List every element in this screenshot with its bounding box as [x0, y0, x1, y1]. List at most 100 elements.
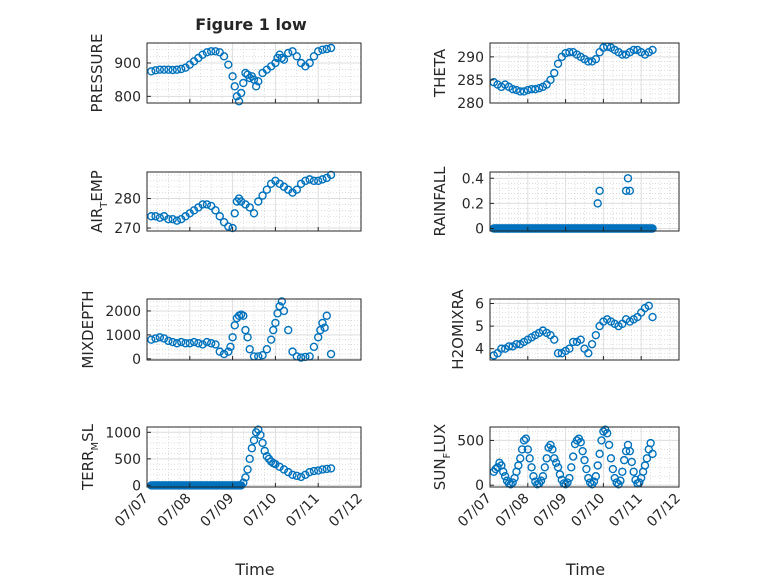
- data-point: [519, 87, 529, 96]
- data-point: [585, 478, 595, 487]
- data-point: [159, 334, 169, 343]
- data-point: [584, 57, 593, 66]
- data-point: [648, 224, 657, 233]
- data-point: [198, 340, 207, 349]
- data-point: [512, 339, 521, 349]
- data-point: [181, 339, 190, 348]
- data-point: [550, 454, 559, 463]
- data-point: [326, 170, 336, 180]
- x-tick-label: 07/09: [531, 491, 571, 531]
- data-point: [202, 48, 212, 57]
- data-point: [551, 458, 561, 468]
- data-point: [226, 342, 235, 352]
- data-point: [245, 73, 254, 83]
- data-point: [202, 337, 212, 347]
- data-point: [536, 476, 546, 485]
- data-point: [206, 339, 216, 348]
- data-point: [568, 337, 578, 347]
- data-point: [504, 342, 514, 351]
- data-point: [234, 97, 244, 106]
- data-point: [279, 55, 289, 64]
- data-point: [230, 209, 239, 218]
- data-point: [625, 186, 635, 196]
- data-point: [230, 321, 239, 330]
- data-point: [262, 345, 272, 354]
- data-point: [648, 449, 657, 459]
- data-point: [550, 335, 559, 344]
- data-point: [189, 337, 199, 347]
- figure-title: Figure 1 low: [195, 15, 307, 34]
- data-point: [546, 75, 555, 85]
- y-tick-label: 0.4: [462, 171, 484, 187]
- data-point: [284, 467, 293, 477]
- data-point: [499, 467, 508, 476]
- data-point: [589, 477, 599, 486]
- data-point: [249, 209, 259, 218]
- data-point: [648, 312, 657, 322]
- axes-box: [146, 298, 362, 361]
- data-point: [241, 68, 250, 78]
- data-point: [648, 45, 657, 55]
- data-point: [629, 45, 638, 55]
- data-point: [318, 175, 327, 184]
- data-point: [604, 440, 614, 450]
- data-point: [550, 68, 559, 78]
- data-point: [548, 445, 557, 454]
- data-point: [172, 339, 182, 348]
- data-point: [322, 464, 331, 474]
- data-point: [301, 470, 310, 479]
- data-point: [591, 54, 601, 64]
- y-tick-label: 290: [457, 50, 484, 66]
- data-point: [219, 349, 229, 359]
- data-point: [245, 454, 254, 464]
- subplot-5: 4 5 6 H2OMIXRA: [449, 289, 680, 370]
- data-point: [635, 478, 644, 487]
- data-point: [546, 440, 555, 450]
- data-point: [147, 335, 156, 344]
- y-tick-label: 270: [114, 221, 141, 237]
- data-point: [256, 430, 265, 440]
- y-axis-label: AIRTEMP: [88, 170, 110, 233]
- data-point: [305, 175, 314, 184]
- data-point: [271, 459, 280, 469]
- data-point: [271, 58, 280, 68]
- data-point: [619, 455, 629, 465]
- x-tick-label: 07/12: [644, 491, 684, 531]
- data-point: [322, 44, 331, 54]
- data-point: [147, 67, 156, 76]
- y-tick-label: 0.2: [462, 196, 484, 212]
- subplot-1: 280 285 290 THETA: [431, 42, 680, 112]
- data-point: [228, 72, 237, 81]
- x-tick-label: 07/10: [568, 491, 608, 531]
- data-point: [606, 454, 616, 463]
- data-point: [318, 465, 327, 474]
- data-point: [508, 478, 517, 487]
- data-point: [500, 472, 510, 481]
- data-point: [151, 334, 160, 343]
- data-point: [616, 476, 625, 485]
- y-axis-label: MIXDEPTH: [79, 290, 97, 368]
- data-point: [555, 470, 565, 479]
- data-point: [247, 444, 257, 453]
- y-tick-label: 1000: [105, 425, 141, 441]
- data-point: [279, 465, 289, 474]
- data-point: [266, 457, 276, 466]
- x-tick-label: 07/10: [240, 491, 280, 531]
- axes-box: [489, 298, 680, 361]
- data-point: [540, 463, 550, 472]
- data-point: [529, 472, 538, 481]
- data-point: [155, 65, 165, 74]
- data-point: [151, 212, 160, 221]
- y-tick-label: 285: [457, 73, 484, 89]
- x-tick-label: 07/07: [112, 491, 152, 531]
- data-point: [565, 48, 574, 57]
- data-point: [506, 480, 515, 489]
- data-point: [168, 337, 177, 347]
- y-tick-label: 1000: [105, 328, 141, 344]
- y-tick-label: 6: [475, 297, 484, 313]
- axes-box: [146, 171, 362, 232]
- data-point: [155, 333, 165, 342]
- y-tick-label: 0: [475, 221, 484, 237]
- data-point: [314, 47, 323, 56]
